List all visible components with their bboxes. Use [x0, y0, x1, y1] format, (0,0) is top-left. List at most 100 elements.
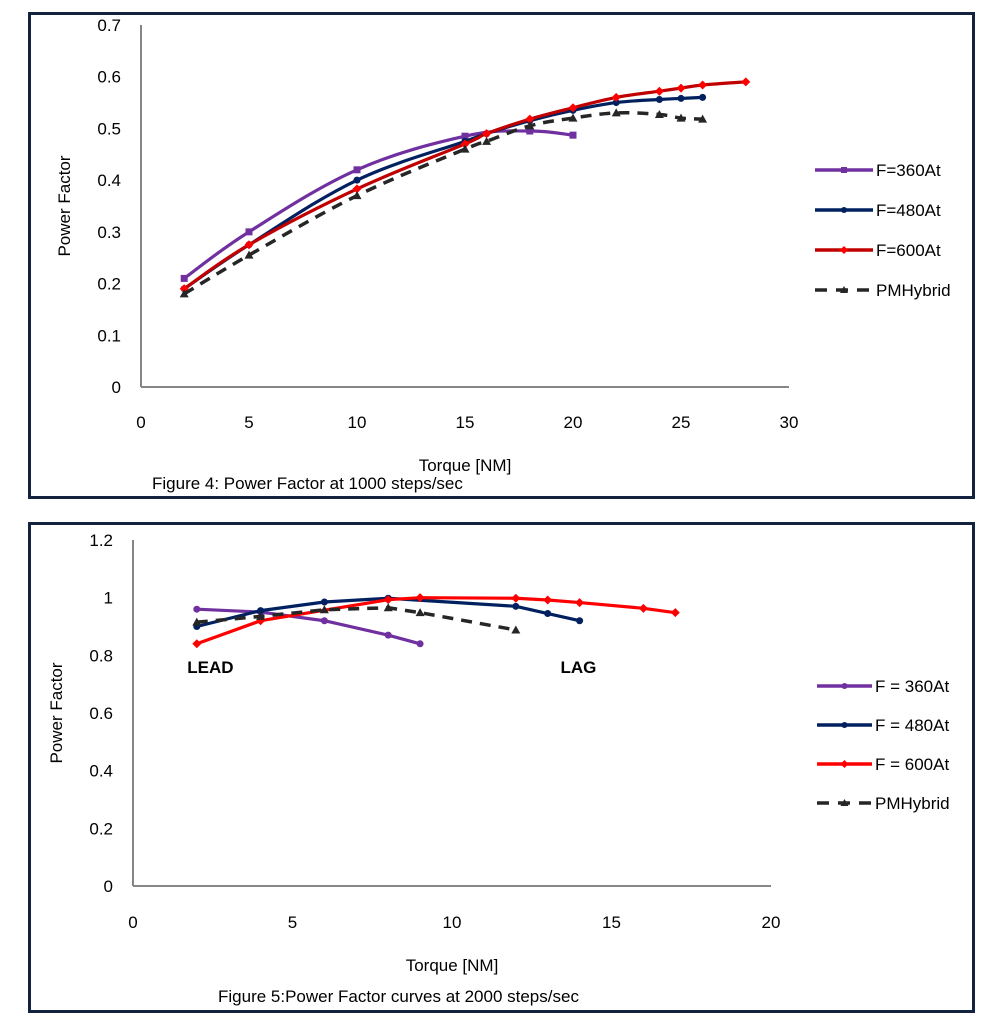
data-point	[192, 639, 202, 649]
data-point	[840, 760, 849, 768]
data-point	[698, 114, 708, 123]
legend-label: F=600At	[876, 241, 941, 260]
x-tick-label: 20	[762, 913, 781, 932]
y-tick-labels: 0 0.2 0.4 0.6 0.8 1 1.2	[89, 531, 113, 896]
legend: F = 360At F = 480At F = 600At PMHybrid	[817, 677, 950, 813]
data-point	[244, 250, 254, 259]
y-tick-label: 0.2	[97, 275, 121, 294]
data-point	[568, 103, 578, 113]
legend-entry: PMHybrid	[815, 281, 951, 300]
y-tick-label: 0.1	[97, 326, 121, 345]
x-tick-label: 20	[564, 413, 583, 432]
figure-caption: Figure 5:Power Factor curves at 2000 ste…	[218, 987, 579, 1006]
series-line	[183, 129, 574, 280]
y-tick-label: 0.5	[97, 119, 121, 138]
chart-figure-5: 00.20.40.60.811.2 0 5 10 15 20 Power Factor …	[47, 531, 950, 1006]
x-tick-label: 5	[244, 413, 253, 432]
y-axis-label: Power Factor	[55, 155, 74, 256]
legend-entry: PMHybrid	[817, 794, 950, 813]
data-point	[482, 129, 492, 139]
data-point	[511, 593, 521, 603]
x-axis-label: Torque [NM]	[406, 956, 499, 975]
chart-figure-4: 0 0.1 0.2 0.3 0.4 0.5 0.6 0.7 0 5 10 15 20 25 30 Powe…	[55, 16, 951, 493]
data-point	[638, 603, 648, 613]
data-point	[383, 603, 393, 612]
series-line	[196, 606, 517, 632]
legend-entry: F=360At	[815, 161, 941, 180]
x-tick-label: 15	[456, 413, 475, 432]
x-tick-label: 0	[128, 913, 137, 932]
x-tick-labels: 0 5 10 15 20	[128, 913, 780, 932]
legend: F=360At F=480At F=600At PMHybrid	[815, 161, 951, 300]
data-point	[841, 207, 847, 213]
y-axis-label: Power Factor	[47, 662, 66, 763]
data-point	[482, 136, 492, 145]
figure-4-frame	[28, 12, 975, 499]
data-point	[698, 80, 708, 90]
series-pmhybrid	[192, 603, 521, 634]
series-f-600at	[192, 593, 680, 649]
data-point	[352, 191, 362, 200]
series-f-360at	[180, 127, 577, 282]
data-point	[460, 139, 470, 149]
y-tick-label: 0.4	[97, 171, 121, 190]
x-tick-label: 0	[136, 413, 145, 432]
data-point	[257, 607, 265, 615]
data-point	[676, 83, 686, 93]
data-point	[415, 608, 425, 617]
data-point	[841, 683, 848, 689]
data-point	[670, 608, 680, 618]
legend-entry: F = 360At	[817, 677, 949, 696]
data-point	[840, 286, 848, 293]
data-point	[741, 77, 751, 87]
y-tick-label: 0.8	[89, 646, 113, 665]
plot-area	[192, 593, 680, 649]
legend-entry: F = 600At	[817, 755, 949, 774]
data-point	[512, 602, 520, 610]
series-pmhybrid	[179, 108, 708, 298]
y-tick-label: 0.3	[97, 223, 121, 242]
y-tick-label: 0.6	[97, 68, 121, 87]
plot-area	[179, 77, 751, 298]
y-tick-label: 0	[112, 378, 121, 397]
x-tick-label: 5	[288, 913, 297, 932]
data-point	[840, 799, 849, 806]
data-point	[612, 99, 620, 107]
legend-label: F=360At	[876, 161, 941, 180]
data-point	[383, 595, 393, 605]
x-tick-label: 25	[672, 413, 691, 432]
series-line	[196, 596, 676, 646]
data-point	[353, 166, 361, 174]
x-tick-labels: 0 5 10 15 20 25 30	[136, 413, 798, 432]
data-point	[180, 274, 188, 282]
legend-label: F = 360At	[875, 677, 949, 696]
y-tick-label: 0.4	[89, 762, 113, 781]
data-point	[525, 114, 535, 124]
series-f-360at	[193, 605, 424, 648]
data-point	[179, 289, 189, 298]
y-tick-label: 0.6	[89, 704, 113, 723]
data-point	[841, 167, 847, 173]
legend-label: F = 480At	[875, 716, 949, 735]
figure-caption: Figure 4: Power Factor at 1000 steps/sec	[152, 474, 463, 493]
y-tick-labels: 0 0.1 0.2 0.3 0.4 0.5 0.6 0.7	[97, 16, 121, 397]
data-point	[320, 617, 328, 625]
data-point	[256, 611, 266, 620]
data-point	[352, 184, 362, 194]
data-point	[677, 94, 685, 102]
y-tick-label: 0.2	[89, 819, 113, 838]
legend-entry: F=480At	[815, 201, 941, 220]
data-point	[526, 127, 534, 135]
data-point	[655, 95, 663, 103]
data-point	[676, 113, 686, 122]
x-tick-label: 30	[780, 413, 799, 432]
y-tick-label: 0	[104, 877, 113, 896]
data-point	[654, 86, 664, 96]
y-tick-label: 1	[104, 589, 113, 608]
data-point	[460, 144, 470, 153]
data-point	[840, 246, 848, 254]
x-tick-label: 15	[602, 913, 621, 932]
legend-entry: F=600At	[815, 241, 941, 260]
data-point	[245, 228, 253, 236]
data-point	[319, 605, 329, 614]
